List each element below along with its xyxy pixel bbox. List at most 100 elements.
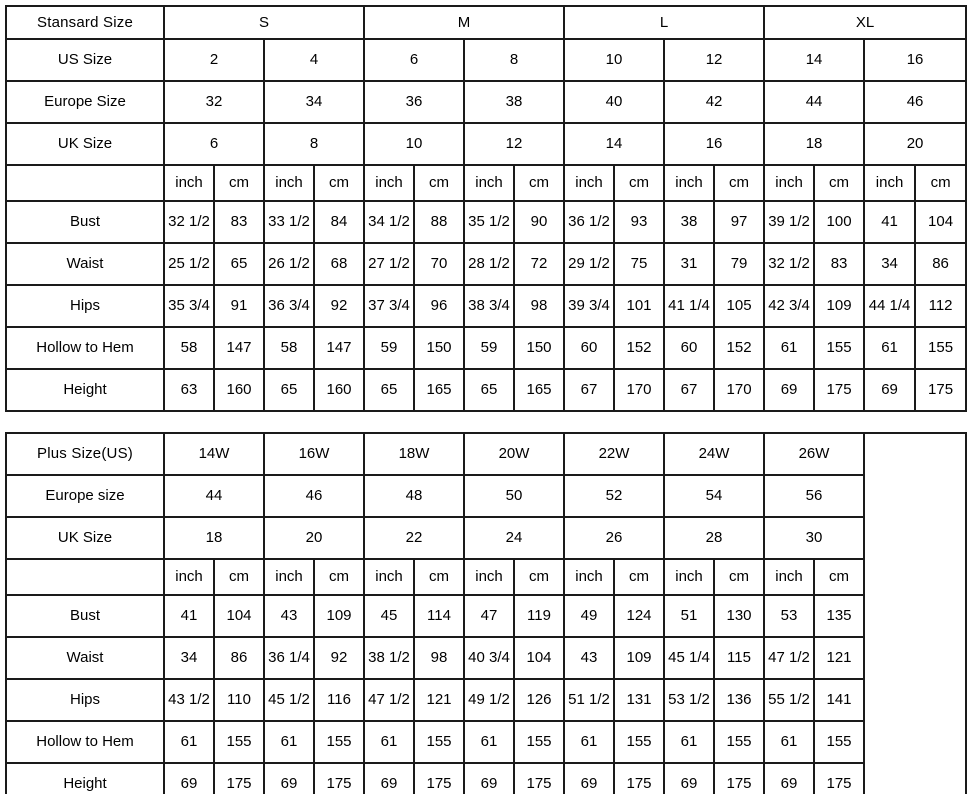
- measure-value-inch: 67: [563, 368, 616, 412]
- standard-size-corner-label: Stansard Size: [5, 5, 165, 40]
- measure-value-cm: 109: [313, 594, 365, 638]
- measure-value-cm: 155: [813, 720, 865, 764]
- measure-value-inch: 34 1/2: [363, 200, 416, 244]
- plus-size-value: 14W: [163, 432, 265, 476]
- uk-size-value: 24: [463, 516, 565, 560]
- measure-value-inch: 58: [163, 326, 215, 370]
- us-size-value: 2: [163, 38, 265, 82]
- measure-value-cm: 97: [713, 200, 766, 244]
- measure-value-cm: 93: [613, 200, 666, 244]
- measure-value-cm: 114: [413, 594, 465, 638]
- measure-value-cm: 175: [513, 762, 565, 794]
- plus-size-value: 26W: [763, 432, 865, 476]
- measure-value-inch: 36 3/4: [263, 284, 315, 328]
- unit-header-inch: inch: [763, 558, 815, 596]
- standard-measure-row: Height 63 160 65 160 65 165 65 165 67 170 67 170 69 17…: [5, 368, 968, 412]
- unit-header-cm: cm: [213, 164, 265, 202]
- measure-value-inch: 61: [863, 326, 917, 370]
- europe-size-value: 40: [563, 80, 666, 124]
- unit-header-cm: cm: [213, 558, 265, 596]
- measure-value-inch: 61: [763, 326, 816, 370]
- measure-value-cm: 70: [413, 242, 466, 286]
- measure-value-inch: 69: [163, 762, 215, 794]
- plus-table-empty-column: [863, 432, 967, 794]
- unit-header-cm: cm: [713, 164, 766, 202]
- plus-units-row: inch cm inch cm inch cm inch cm inch cm inch cm inch…: [5, 558, 966, 596]
- row-label-europe-size: Europe Size: [5, 80, 165, 124]
- measure-value-cm: 86: [213, 636, 265, 680]
- us-size-value: 16: [863, 38, 968, 82]
- measure-value-inch: 65: [263, 368, 315, 412]
- row-label-uk-size: UK Size: [5, 516, 165, 560]
- measure-value-cm: 152: [713, 326, 766, 370]
- unit-header-inch: inch: [363, 164, 416, 202]
- europe-size-value: 56: [763, 474, 865, 518]
- standard-measure-row: Bust 32 1/2 83 33 1/2 84 34 1/2 88 35 1/2 90 36 1…: [5, 200, 968, 244]
- measure-value-inch: 47: [463, 594, 515, 638]
- row-label-units-blank: [5, 558, 165, 596]
- measure-value-inch: 49 1/2: [463, 678, 515, 722]
- measure-value-inch: 45 1/4: [663, 636, 715, 680]
- us-size-value: 14: [763, 38, 866, 82]
- measure-value-inch: 69: [663, 762, 715, 794]
- measure-value-inch: 69: [463, 762, 515, 794]
- unit-header-cm: cm: [513, 164, 566, 202]
- measure-value-cm: 96: [413, 284, 466, 328]
- standard-us-size-row: US Size 2 4 6 8 10 12 14 16: [5, 38, 968, 82]
- measure-value-cm: 88: [413, 200, 466, 244]
- europe-size-value: 52: [563, 474, 665, 518]
- plus-measure-row: Hips 43 1/2 110 45 1/2 116 47 1/2 121 49 1/2 126…: [5, 678, 966, 722]
- size-group-header-l: L: [563, 5, 766, 40]
- row-label-measure: Hollow to Hem: [5, 326, 165, 370]
- measure-value-inch: 60: [663, 326, 716, 370]
- measure-value-inch: 25 1/2: [163, 242, 215, 286]
- uk-size-value: 30: [763, 516, 865, 560]
- measure-value-cm: 92: [313, 636, 365, 680]
- measure-value-inch: 61: [463, 720, 515, 764]
- measure-value-inch: 69: [363, 762, 415, 794]
- measure-value-cm: 68: [312, 242, 366, 286]
- unit-header-inch: inch: [463, 164, 516, 202]
- measure-value-cm: 109: [613, 636, 665, 680]
- measure-value-cm: 84: [312, 200, 366, 244]
- measure-value-cm: 121: [813, 636, 865, 680]
- measure-value-inch: 38 3/4: [463, 284, 516, 328]
- measure-value-cm: 115: [713, 636, 765, 680]
- measure-value-cm: 152: [613, 326, 666, 370]
- measure-value-cm: 79: [713, 242, 766, 286]
- measure-value-cm: 175: [313, 762, 365, 794]
- unit-header-inch: inch: [763, 164, 816, 202]
- measure-value-inch: 47 1/2: [763, 636, 815, 680]
- measure-value-inch: 61: [563, 720, 615, 764]
- us-size-value: 10: [563, 38, 666, 82]
- measure-value-cm: 155: [914, 326, 968, 370]
- size-group-header-m: M: [363, 5, 566, 40]
- measure-value-inch: 55 1/2: [763, 678, 815, 722]
- measure-value-cm: 150: [513, 326, 566, 370]
- measure-value-cm: 90: [513, 200, 566, 244]
- unit-header-cm: cm: [312, 164, 366, 202]
- measure-value-cm: 105: [713, 284, 766, 328]
- measure-value-cm: 170: [613, 368, 666, 412]
- measure-value-cm: 147: [213, 326, 265, 370]
- measure-value-inch: 36 1/2: [563, 200, 616, 244]
- measure-value-cm: 155: [213, 720, 265, 764]
- standard-group-header-row: Stansard Size S M L XL: [5, 5, 968, 40]
- plus-size-value: 20W: [463, 432, 565, 476]
- unit-header-cm: cm: [413, 558, 465, 596]
- plus-uk-size-row: UK Size 18 20 22 24 26 28 30: [5, 516, 966, 560]
- measure-value-inch: 45: [363, 594, 415, 638]
- measure-value-inch: 69: [763, 368, 816, 412]
- measure-value-inch: 49: [563, 594, 615, 638]
- measure-value-inch: 69: [563, 762, 615, 794]
- measure-value-inch: 26 1/2: [263, 242, 315, 286]
- unit-header-cm: cm: [813, 558, 865, 596]
- measure-value-inch: 41: [863, 200, 917, 244]
- measure-value-cm: 100: [813, 200, 866, 244]
- measure-value-inch: 31: [663, 242, 716, 286]
- unit-header-cm: cm: [914, 164, 968, 202]
- measure-value-inch: 33 1/2: [263, 200, 315, 244]
- unit-header-cm: cm: [413, 164, 466, 202]
- unit-header-inch: inch: [563, 164, 616, 202]
